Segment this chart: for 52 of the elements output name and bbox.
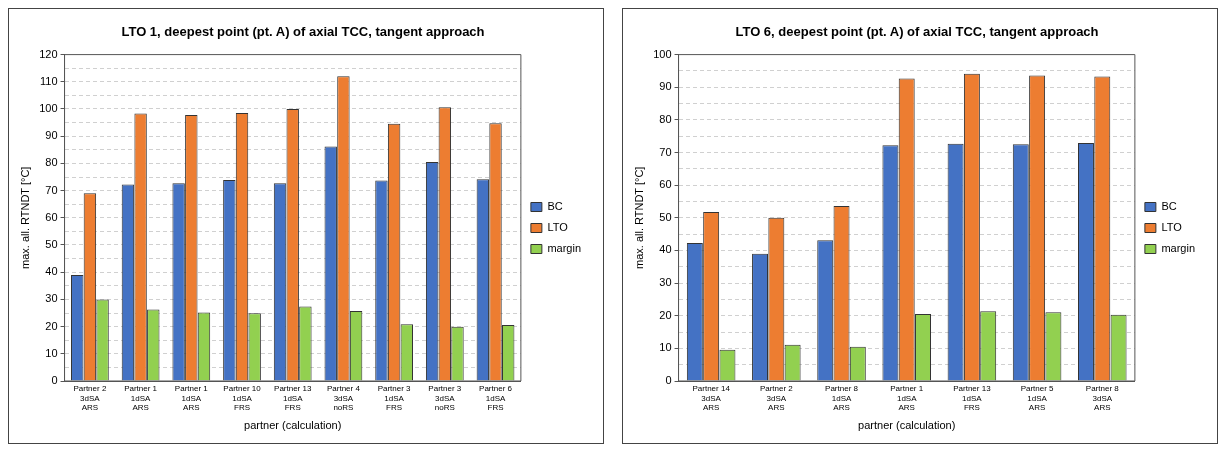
y-tick-label: 90 bbox=[45, 129, 58, 142]
x-axis-title: partner (calculation) bbox=[244, 419, 342, 432]
y-tick-label: 0 bbox=[51, 374, 58, 387]
y-tick-label: 30 bbox=[45, 292, 58, 305]
y-tick-label: 100 bbox=[653, 47, 672, 60]
legend-label: BC bbox=[547, 200, 563, 213]
x-tick-label: Partner 10 1dSA FRS bbox=[223, 384, 262, 413]
x-tick-label: Partner 1 1dSA ARS bbox=[174, 384, 209, 413]
x-axis-title: partner (calculation) bbox=[858, 419, 956, 432]
x-tick-label: Partner 2 3dSA ARS bbox=[73, 384, 107, 413]
x-tick-label: Partner 2 3dSA ARS bbox=[759, 384, 794, 413]
x-tick-label: Partner 3 3dSA noRS bbox=[428, 384, 462, 413]
y-tick-label: 10 bbox=[45, 346, 58, 359]
x-tick-label: Partner 3 1dSA FRS bbox=[377, 384, 412, 413]
chart-title: LTO 6, deepest point (pt. A) of axial TCC, tangent approach bbox=[735, 24, 1099, 40]
y-tick-label: 40 bbox=[45, 265, 58, 278]
y-tick-label: 50 bbox=[659, 210, 672, 223]
y-tick-label: 0 bbox=[665, 374, 672, 387]
y-tick-label: 30 bbox=[659, 276, 672, 289]
y-tick-label: 20 bbox=[45, 319, 58, 332]
x-tick-label: Partner 13 1dSA FRS bbox=[274, 384, 312, 413]
y-tick-label: 40 bbox=[659, 243, 672, 256]
x-tick-label: Partner 13 1dSA FRS bbox=[953, 384, 992, 413]
y-tick-label: 100 bbox=[39, 102, 58, 115]
y-tick-label: 70 bbox=[659, 145, 672, 158]
x-tick-label: Partner 8 3dSA ARS bbox=[1085, 384, 1120, 413]
y-axis-title: max. all. RTNDT [°C] bbox=[18, 166, 31, 269]
y-tick-label: 110 bbox=[40, 74, 58, 87]
y-tick-label: 120 bbox=[39, 47, 58, 60]
y-tick-label: 80 bbox=[659, 112, 672, 125]
legend-label: margin bbox=[1161, 242, 1195, 255]
legend-label: LTO bbox=[547, 221, 569, 234]
y-tick-label: 20 bbox=[659, 308, 672, 321]
y-tick-label: 80 bbox=[45, 156, 58, 169]
y-axis-title: max. all. RTNDT [°C] bbox=[632, 166, 645, 269]
x-tick-label: Partner 1 1dSA ARS bbox=[124, 384, 158, 413]
x-tick-label: Partner 14 3dSA ARS bbox=[692, 384, 731, 413]
legend-label: margin bbox=[547, 242, 581, 255]
legend-label: LTO bbox=[1161, 221, 1183, 234]
y-tick-label: 70 bbox=[45, 183, 58, 196]
x-tick-label: Partner 4 3dSA noRS bbox=[326, 384, 361, 413]
y-tick-label: 60 bbox=[45, 210, 58, 223]
y-tick-label: 50 bbox=[45, 238, 58, 251]
x-tick-label: Partner 8 1dSA ARS bbox=[825, 384, 859, 413]
x-tick-label: Partner 5 1dSA ARS bbox=[1020, 384, 1055, 413]
chart-title: LTO 1, deepest point (pt. A) of axial TCC, tangent approach bbox=[121, 24, 485, 40]
y-tick-label: 90 bbox=[659, 80, 672, 93]
x-tick-label: Partner 6 1dSA FRS bbox=[479, 384, 513, 413]
y-tick-label: 60 bbox=[659, 178, 672, 191]
x-tick-label: Partner 1 1dSA ARS bbox=[890, 384, 924, 413]
legend-label: BC bbox=[1161, 200, 1177, 213]
y-tick-label: 10 bbox=[659, 341, 672, 354]
